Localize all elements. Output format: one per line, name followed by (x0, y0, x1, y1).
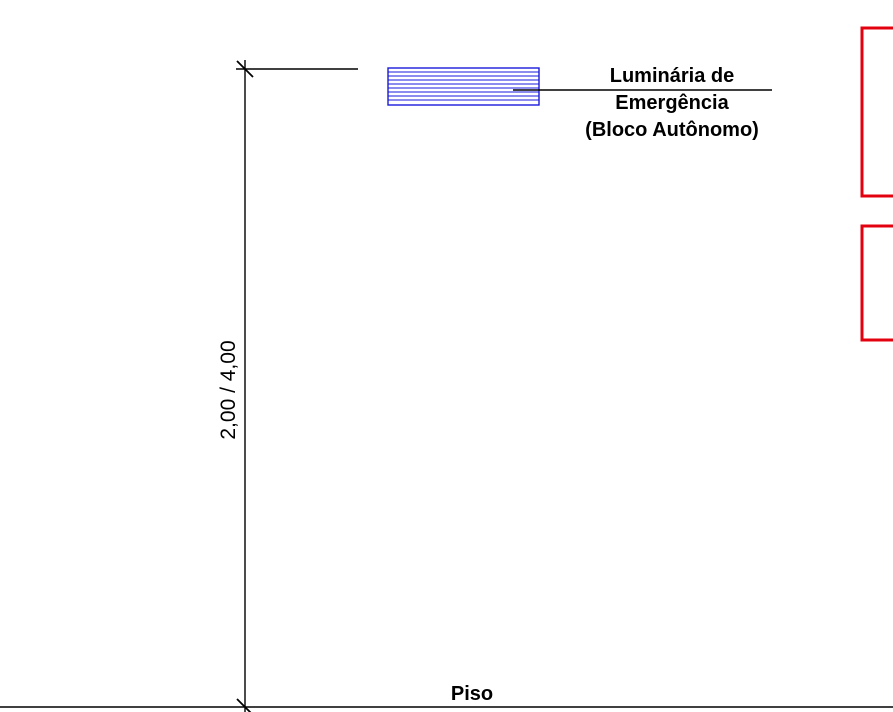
floor-label: Piso (450, 683, 494, 705)
dimension-tick-bottom-icon (236, 698, 252, 712)
red-frame-top (860, 26, 893, 198)
luminaire-label-line-1: Luminária de (609, 65, 735, 87)
luminaire-label: Luminária de Emergência (Bloco Autônomo) (556, 63, 788, 144)
red-frame-bottom (860, 224, 893, 342)
dimension-label: 2,00 / 4,00 (217, 340, 240, 440)
luminaire-label-line-2: Emergência (615, 92, 729, 114)
luminaire-label-line-3: (Bloco Autônomo) (585, 119, 759, 141)
emergency-luminaire-icon (387, 67, 540, 106)
dimension-tick-top-icon (236, 60, 254, 78)
